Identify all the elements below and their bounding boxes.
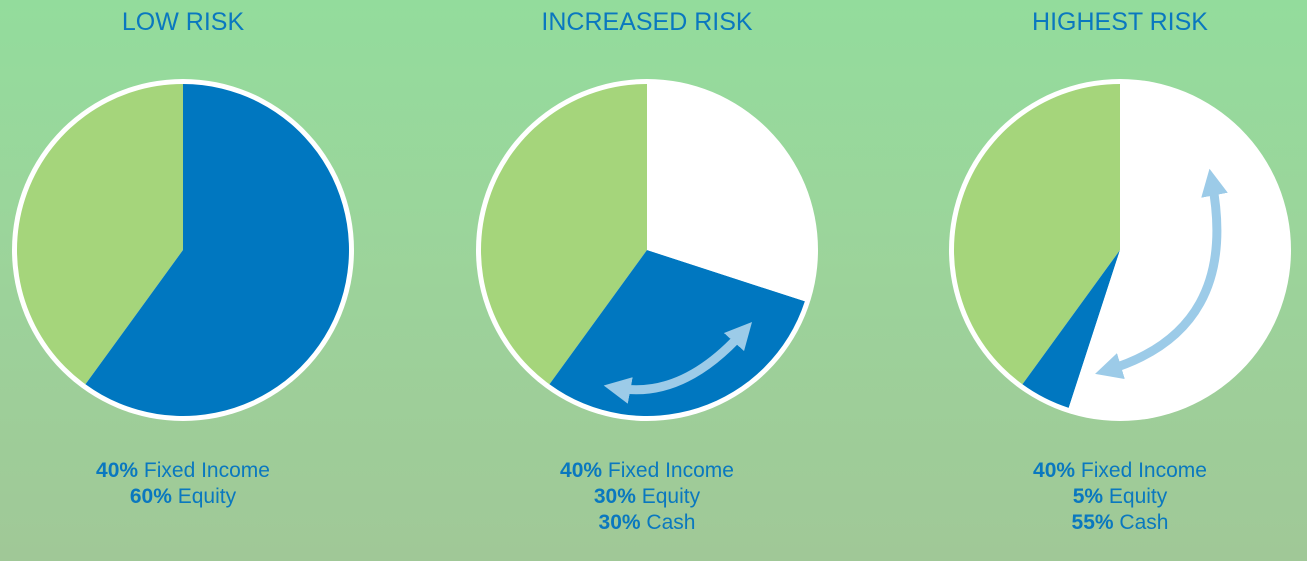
- category-label: Fixed Income: [143, 459, 270, 482]
- pie-chart: [12, 79, 354, 421]
- percent-label: 40%: [560, 459, 603, 482]
- percent-label: 60%: [129, 485, 172, 508]
- category-label: Fixed Income: [1080, 459, 1207, 482]
- category-label: Equity: [641, 485, 701, 508]
- percent-label: 30%: [593, 485, 636, 508]
- category-label: Cash: [1119, 511, 1169, 534]
- pie-slice: [17, 84, 184, 385]
- percent-label: 30%: [598, 511, 641, 534]
- legend-item: 40% Fixed Income: [920, 458, 1307, 484]
- legend-item: 40% Fixed Income: [447, 458, 847, 484]
- legend-item: 5% Equity: [920, 484, 1307, 510]
- category-label: Cash: [646, 511, 696, 534]
- pie-slice: [647, 84, 813, 302]
- percent-label: 40%: [96, 459, 139, 482]
- pie-slice: [954, 84, 1120, 385]
- arrow: [603, 321, 753, 404]
- percent-label: 5%: [1072, 485, 1104, 508]
- percent-label: 40%: [1033, 459, 1076, 482]
- pie-slice: [85, 84, 350, 416]
- legend-item: 30% Cash: [447, 510, 847, 536]
- legend: 40% Fixed Income 5% Equity 55% Cash: [920, 458, 1307, 536]
- pie-title: LOW RISK: [121, 8, 245, 36]
- percent-label: 55%: [1071, 511, 1114, 534]
- legend: 40% Fixed Income 30% Equity 30% Cash: [447, 458, 847, 536]
- legend-item: 30% Equity: [447, 484, 847, 510]
- legend-item: 60% Equity: [0, 484, 383, 510]
- arrow: [1095, 168, 1228, 379]
- pie-slice: [481, 84, 647, 385]
- pie-title: HIGHEST RISK: [1032, 8, 1208, 36]
- legend-item: 40% Fixed Income: [0, 458, 383, 484]
- pie-title: INCREASED RISK: [541, 8, 753, 36]
- category-label: Equity: [1108, 485, 1168, 508]
- category-label: Fixed Income: [607, 459, 734, 482]
- pie-chart: [476, 79, 818, 421]
- legend: 40% Fixed Income 60% Equity: [0, 458, 383, 510]
- category-label: Equity: [177, 485, 237, 508]
- pie-chart: [949, 79, 1291, 421]
- legend-item: 55% Cash: [920, 510, 1307, 536]
